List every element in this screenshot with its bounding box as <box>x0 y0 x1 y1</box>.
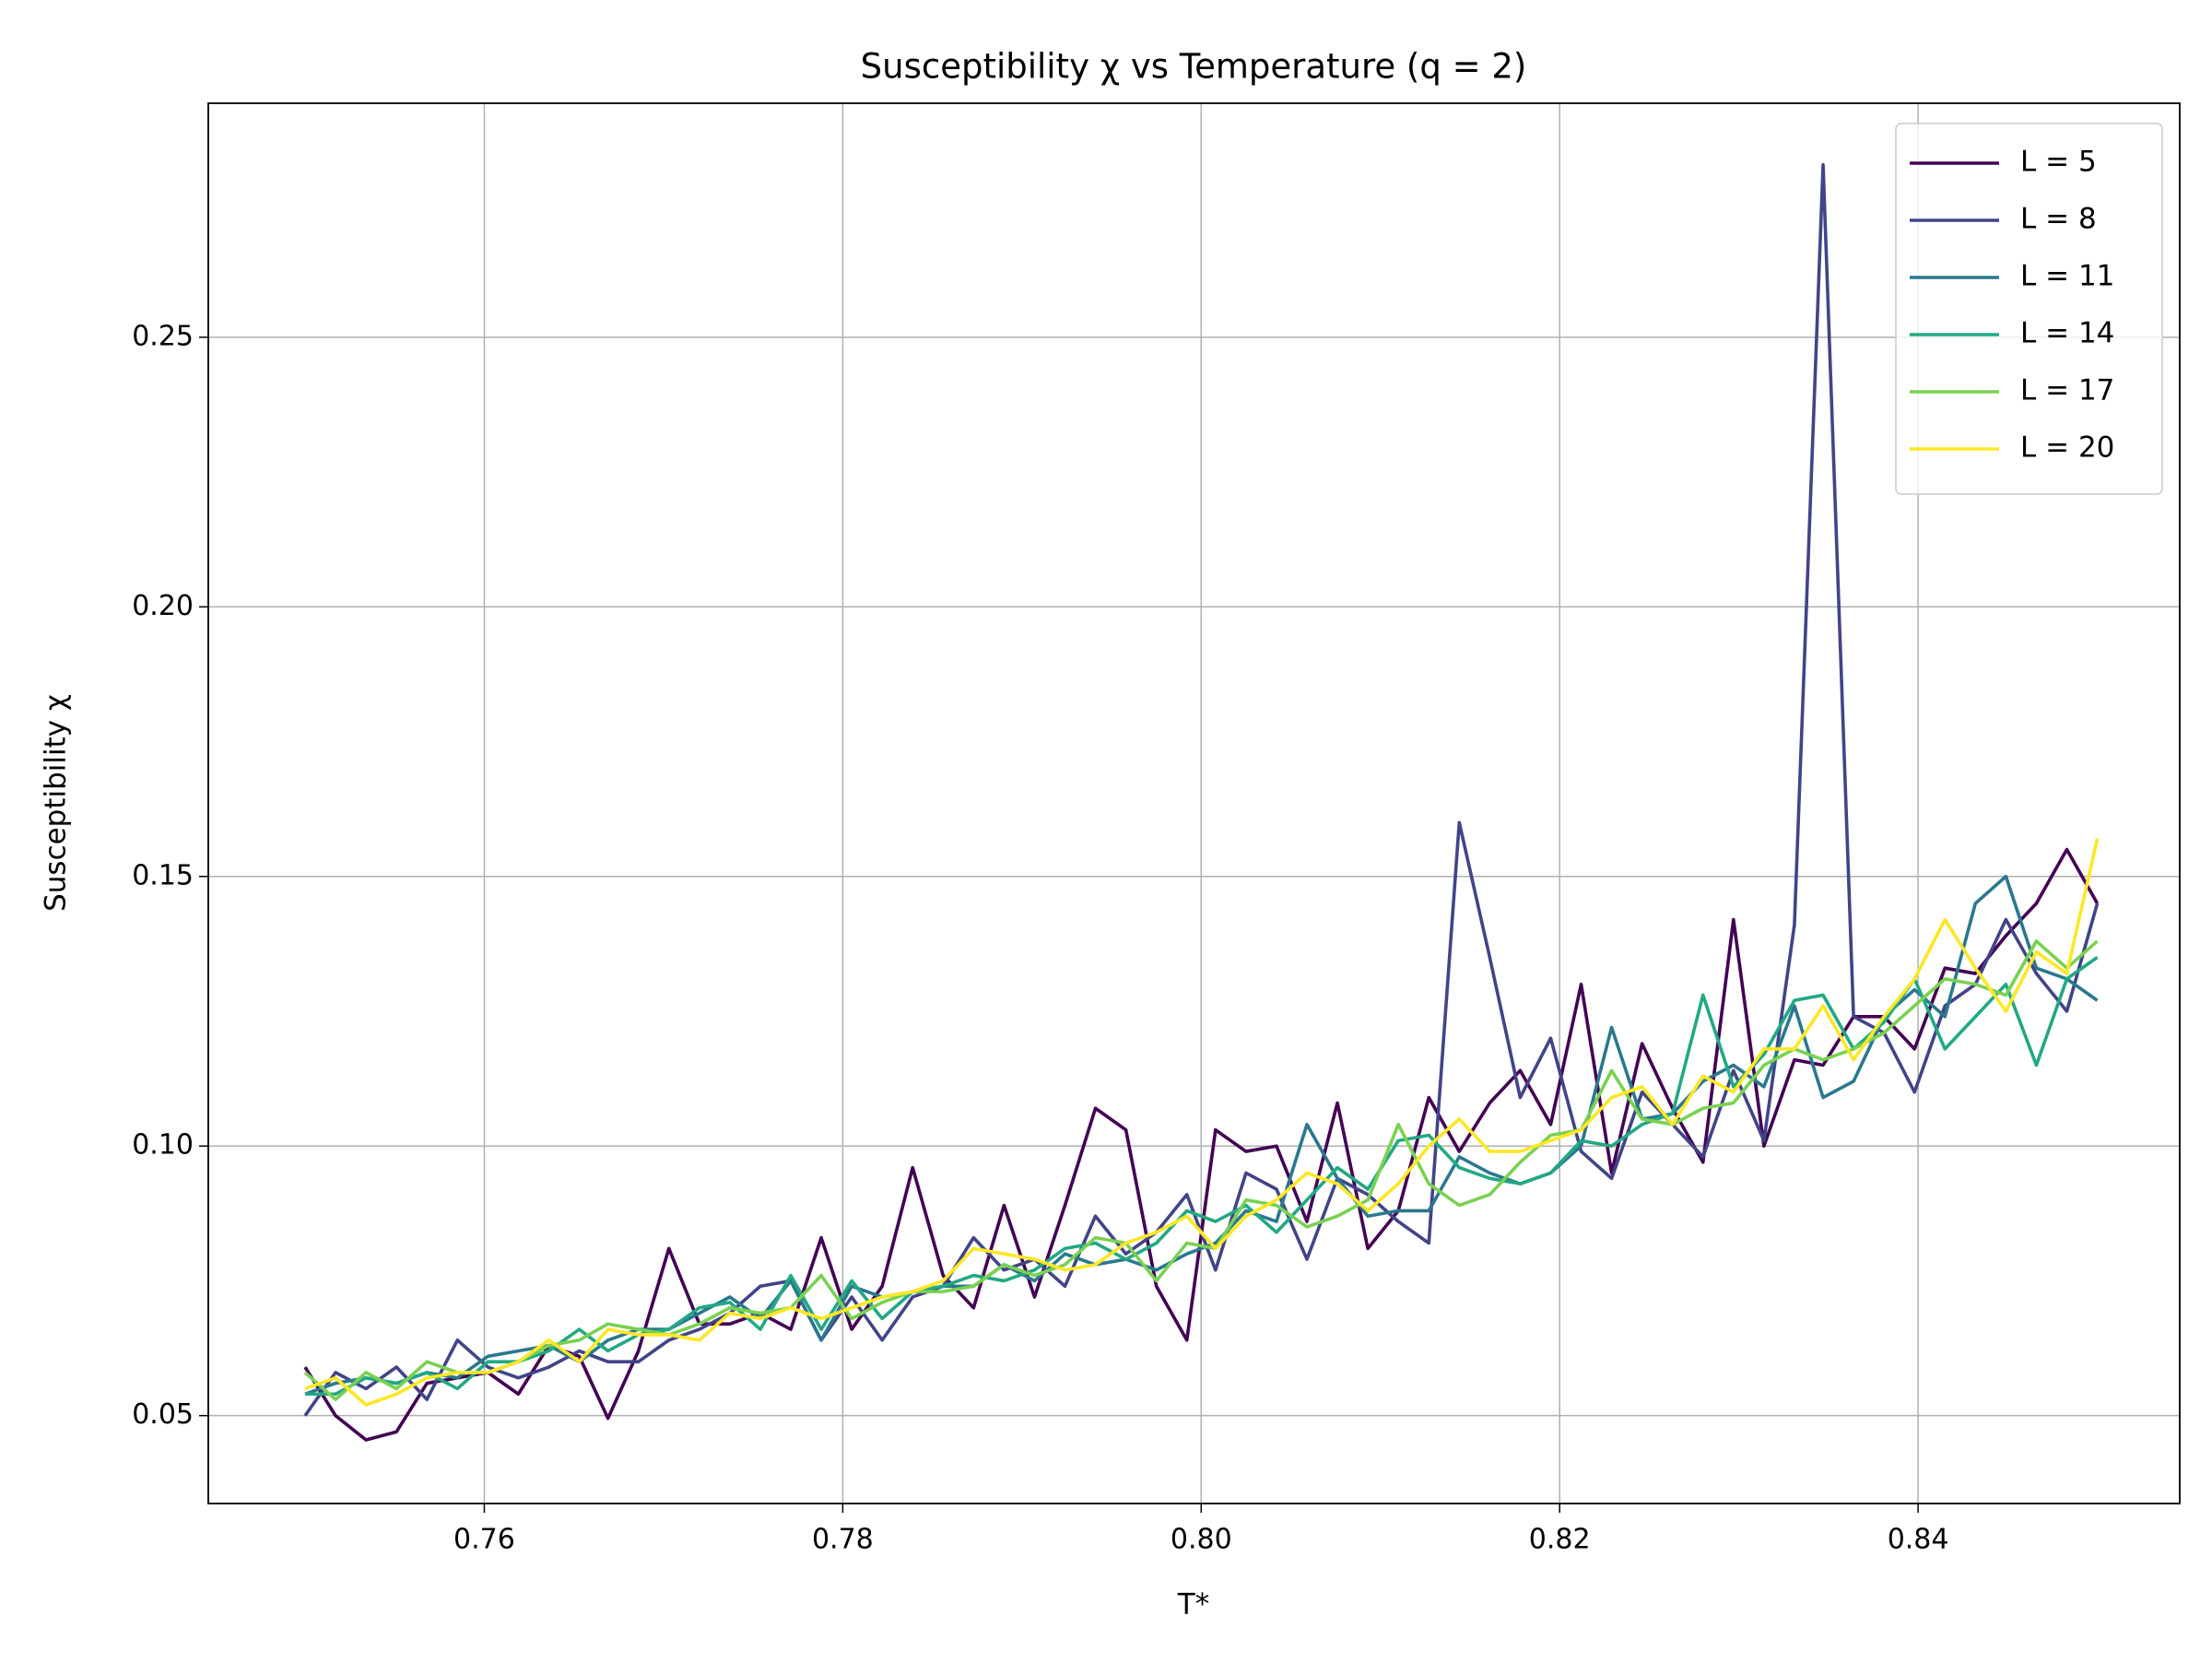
series-line <box>304 838 2100 1407</box>
y-axis-label: Susceptibility χ <box>40 694 73 912</box>
y-tick-label: 0.20 <box>132 590 194 622</box>
series-line <box>303 939 2099 1401</box>
x-tick-label: 0.76 <box>453 1524 515 1556</box>
legend-label: L = 5 <box>2020 146 2097 179</box>
x-tick-label: 0.78 <box>812 1524 874 1556</box>
legend-label: L = 14 <box>2020 317 2114 350</box>
legend-label: L = 20 <box>2020 431 2114 465</box>
y-tick-label: 0.15 <box>132 859 194 891</box>
x-axis-label: T* <box>1177 1588 1209 1622</box>
y-tick-label: 0.25 <box>132 320 194 352</box>
chart-title: Susceptibility χ vs Temperature (q = 2) <box>861 47 1527 87</box>
legend-box <box>1895 123 2163 495</box>
x-tick-label: 0.80 <box>1171 1524 1232 1556</box>
y-tick-label: 0.10 <box>132 1129 194 1162</box>
x-tick-label: 0.82 <box>1529 1524 1591 1556</box>
y-tick-label: 0.05 <box>132 1398 194 1431</box>
plot-frame <box>207 102 2181 1504</box>
legend-label: L = 8 <box>2020 203 2097 236</box>
legend-label: L = 17 <box>2020 374 2114 407</box>
series-line <box>304 874 2099 1396</box>
x-tick-label: 0.84 <box>1888 1524 1949 1556</box>
series-line <box>305 956 2099 1397</box>
legend-label: L = 11 <box>2020 260 2114 293</box>
